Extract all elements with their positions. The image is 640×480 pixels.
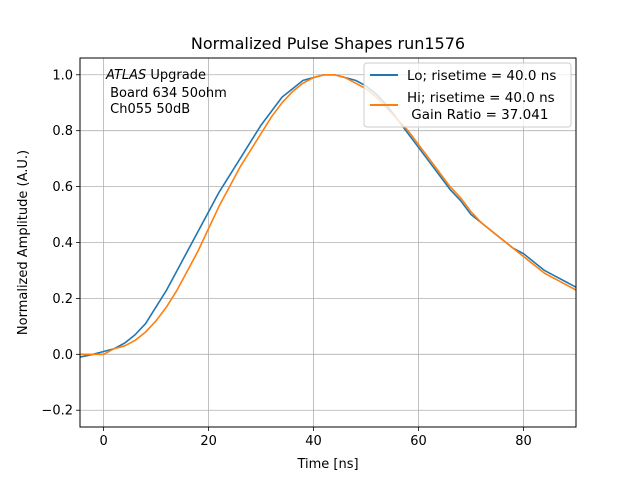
axis-ticks: 0 20 40 60 80 −0.2 0.0 0.2 0.4 0.6 0.8 1.0: [41, 68, 531, 449]
y-tick-label: 0.0: [52, 348, 73, 363]
series-line-1: [80, 73, 576, 356]
y-tick-label: 0.8: [52, 124, 73, 139]
x-tick-label: 80: [515, 434, 532, 449]
legend-frame: [363, 62, 572, 128]
legend-label-hi: Hi; risetime = 40.0 ns Gain Ratio = 37.0…: [407, 90, 555, 123]
x-axis-label: Time [ns]: [296, 457, 358, 472]
legend-label-lo: Lo; risetime = 40.0 ns: [407, 68, 556, 84]
y-tick-label: 0.6: [52, 180, 73, 195]
annotation-atlas: ATLAS: [105, 68, 146, 83]
series-layer: [79, 73, 577, 358]
y-tick-label: 1.0: [52, 68, 73, 83]
x-tick-label: 20: [200, 434, 217, 449]
y-tick-label: 0.4: [52, 236, 73, 251]
x-tick-label: 40: [305, 434, 322, 449]
annotation-line-3: Ch055 50dB: [106, 102, 190, 117]
annotation-upgrade: Upgrade: [146, 68, 206, 83]
annotation-line-1: ATLAS Upgrade: [105, 68, 206, 83]
x-tick-label: 0: [99, 434, 107, 449]
annotation-line-2: Board 634 50ohm: [106, 86, 227, 101]
legend: Lo; risetime = 40.0 ns Hi; risetime = 40…: [363, 62, 572, 128]
grid: [80, 58, 576, 427]
annotation-box: ATLAS Upgrade Board 634 50ohm Ch055 50dB: [105, 68, 227, 117]
x-tick-label: 60: [410, 434, 427, 449]
y-tick-label: −0.2: [41, 404, 73, 419]
y-tick-label: 0.2: [52, 292, 73, 307]
chart-title: Normalized Pulse Shapes run1576: [191, 34, 465, 53]
y-axis-label: Normalized Amplitude (A.U.): [16, 150, 31, 335]
